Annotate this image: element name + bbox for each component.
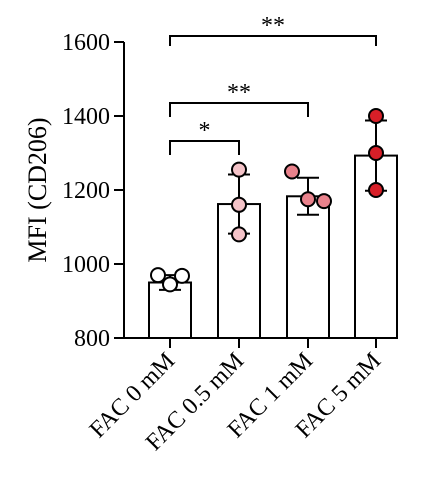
significance-label-0: * xyxy=(199,118,211,144)
point-2-2 xyxy=(300,191,316,208)
bars-layer xyxy=(148,154,398,339)
y-tick-label-3: 1400 xyxy=(62,104,110,130)
point-2-0 xyxy=(284,163,300,180)
point-1-2 xyxy=(231,226,247,243)
point-3-2 xyxy=(368,182,384,198)
y-tick-label-4: 1600 xyxy=(62,30,110,56)
errorbars-layer xyxy=(159,119,387,291)
point-3-1 xyxy=(368,145,384,161)
y-axis-label: MFI (CD206) xyxy=(23,117,52,262)
y-tick-label-0: 800 xyxy=(74,326,110,352)
point-0-2 xyxy=(174,267,190,284)
point-1-0 xyxy=(231,161,247,178)
significance-bracket-0 xyxy=(169,140,240,155)
point-0-1 xyxy=(162,276,178,293)
y-tick-label-2: 1200 xyxy=(62,178,110,204)
significance-bracket-2 xyxy=(169,35,377,46)
point-0-0 xyxy=(150,267,166,284)
bar-2 xyxy=(286,195,330,339)
significance-layer: ***** xyxy=(169,13,377,155)
point-3-0 xyxy=(368,108,384,124)
points-layer xyxy=(150,108,384,293)
point-1-1 xyxy=(231,196,247,213)
y-tick-label-1: 1000 xyxy=(62,252,110,278)
significance-bracket-1 xyxy=(169,102,309,117)
significance-label-1: ** xyxy=(227,80,251,106)
significance-label-2: ** xyxy=(261,13,285,39)
point-2-1 xyxy=(316,193,332,210)
